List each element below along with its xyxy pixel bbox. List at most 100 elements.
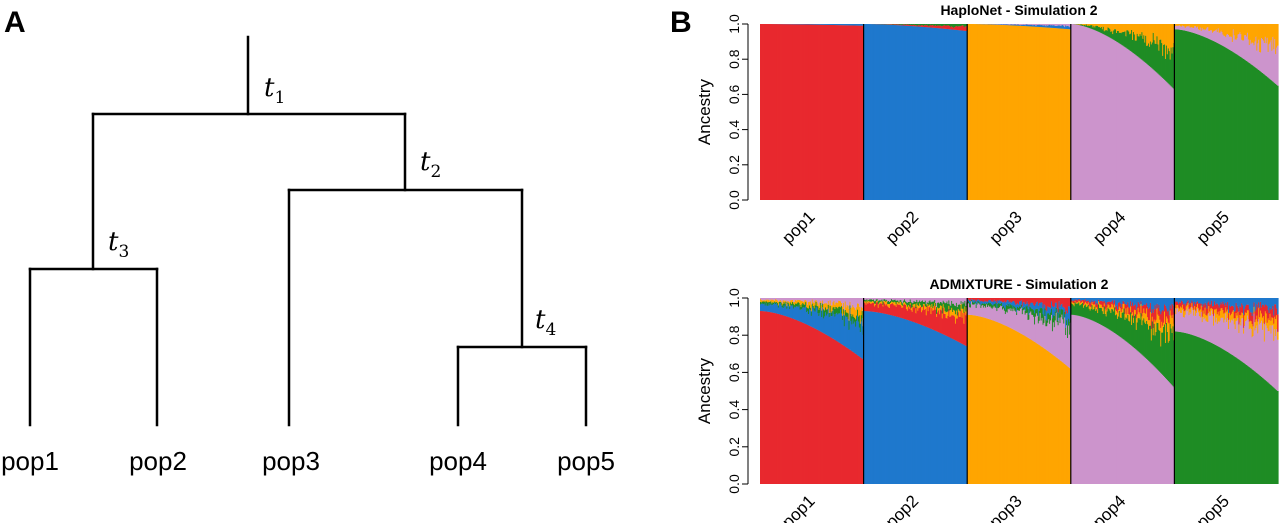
ancestry-bar-segment	[822, 303, 824, 308]
ancestry-bar-segment	[1241, 318, 1243, 362]
ancestry-bar-segment	[1024, 298, 1027, 305]
ancestry-bar-segment	[1093, 25, 1095, 30]
ancestry-bar-segment	[1065, 24, 1067, 26]
ancestry-bar-segment	[897, 24, 900, 26]
ancestry-bar-segment	[1160, 327, 1162, 347]
ancestry-bar-segment	[1275, 319, 1277, 337]
ancestry-bar-segment	[1040, 307, 1043, 321]
ancestry-bar-segment	[1085, 318, 1088, 484]
ancestry-bar-segment	[762, 24, 765, 201]
ancestry-bar-segment	[971, 299, 974, 302]
ancestry-bar-segment	[1055, 357, 1058, 484]
ancestry-bar-segment	[1103, 34, 1106, 200]
ancestry-bar-segment	[1269, 298, 1272, 308]
ancestry-bar-segment	[956, 341, 959, 484]
ancestry-bar-segment	[1187, 300, 1190, 303]
ancestry-bar-segment	[1227, 33, 1229, 49]
ancestry-bar-segment	[1260, 71, 1262, 200]
ancestry-bar-segment	[884, 313, 886, 484]
ancestry-bar-segment	[1258, 307, 1260, 319]
ancestry-bar-segment	[975, 24, 978, 200]
population-block-pop3	[967, 298, 1072, 484]
ancestry-bar-segment	[874, 303, 877, 306]
ancestry-bar-segment	[766, 300, 769, 303]
ancestry-bar-segment	[820, 24, 822, 25]
ancestry-bar-segment	[1000, 305, 1002, 324]
ancestry-bar-segment	[1239, 306, 1241, 315]
ancestry-bar-segment	[797, 306, 800, 321]
ancestry-bar-segment	[921, 25, 924, 27]
ancestry-bar-segment	[824, 24, 826, 25]
ancestry-bar-segment	[1131, 298, 1133, 306]
ancestry-bar-segment	[1223, 349, 1225, 484]
ancestry-bar-segment	[1051, 24, 1053, 26]
ancestry-bar-segment	[1273, 387, 1275, 484]
ancestry-bar-segment	[1133, 24, 1136, 35]
ancestry-bar-segment	[808, 325, 810, 484]
ancestry-bar-segment	[1261, 304, 1264, 318]
ancestry-bar-segment	[1105, 35, 1108, 201]
ancestry-bar-segment	[1180, 29, 1182, 200]
ancestry-bar-segment	[803, 298, 805, 302]
ancestry-bar-segment	[1142, 38, 1144, 61]
ancestry-bar-segment	[1106, 24, 1109, 31]
ancestry-bar-segment	[1240, 325, 1242, 361]
ancestry-bar-segment	[1216, 24, 1219, 33]
ancestry-bar-segment	[909, 320, 912, 484]
ancestry-bar-segment	[839, 306, 841, 314]
ancestry-bar-segment	[963, 30, 965, 201]
ancestry-bar-segment	[1126, 341, 1128, 484]
ancestry-bar-segment	[1010, 310, 1013, 329]
ancestry-bar-segment	[1270, 333, 1273, 385]
ancestry-bar-segment	[779, 314, 782, 484]
ancestry-bar-segment	[1210, 315, 1212, 343]
ancestry-bar-segment	[1002, 324, 1005, 484]
ancestry-bar-segment	[1130, 344, 1132, 484]
ancestry-bar-segment	[823, 309, 825, 319]
ancestry-bar-segment	[1070, 303, 1073, 315]
ancestry-bar-segment	[1091, 24, 1094, 26]
ancestry-bar-segment	[864, 300, 867, 301]
ancestry-bar-segment	[782, 315, 785, 484]
ancestry-bar-segment	[921, 26, 924, 200]
ancestry-bar-segment	[900, 24, 902, 26]
ancestry-bar-segment	[1080, 300, 1082, 304]
ancestry-bar-segment	[1148, 320, 1151, 326]
ancestry-bar-segment	[807, 298, 809, 305]
ancestry-bar-segment	[1190, 24, 1192, 28]
ancestry-bar-segment	[1155, 298, 1158, 310]
ancestry-bar-segment	[1197, 29, 1200, 35]
ancestry-bar-segment	[1132, 298, 1134, 303]
ancestry-bar-segment	[1002, 324, 1004, 484]
ancestry-bar-segment	[1078, 302, 1080, 316]
ancestry-bar-segment	[892, 300, 895, 303]
ancestry-bar-segment	[856, 354, 858, 484]
ancestry-bar-segment	[1210, 24, 1212, 31]
ancestry-bar-segment	[922, 325, 925, 484]
ancestry-bar-segment	[1264, 311, 1267, 323]
ancestry-bar-segment	[1224, 36, 1226, 48]
ancestry-bar-segment	[1053, 327, 1056, 356]
ancestry-bar-segment	[1191, 32, 1193, 200]
ancestry-bar-segment	[1083, 26, 1085, 201]
ancestry-bar-segment	[763, 24, 766, 201]
ancestry-bar-segment	[895, 24, 898, 26]
ancestry-bar-segment	[1179, 24, 1181, 26]
ancestry-bar-segment	[1116, 24, 1119, 31]
ancestry-bar-segment	[1264, 24, 1267, 37]
ancestry-bar-segment	[1234, 356, 1237, 484]
ancestry-bar-segment	[822, 332, 824, 484]
ancestry-bar-segment	[1102, 307, 1105, 314]
ancestry-bar-segment	[906, 310, 909, 320]
ancestry-bar-segment	[1232, 306, 1235, 311]
ancestry-bar-segment	[1239, 32, 1241, 57]
ancestry-bar-segment	[801, 304, 803, 309]
ancestry-bar-segment	[1144, 357, 1146, 484]
ancestry-bar-segment	[1153, 323, 1156, 367]
ancestry-bar-segment	[1166, 311, 1169, 319]
x-tick-label-pop4: pop4	[1089, 207, 1129, 247]
ancestry-bar-segment	[1149, 24, 1152, 42]
ancestry-bar-segment	[935, 24, 937, 25]
ancestry-bar-segment	[858, 327, 861, 357]
